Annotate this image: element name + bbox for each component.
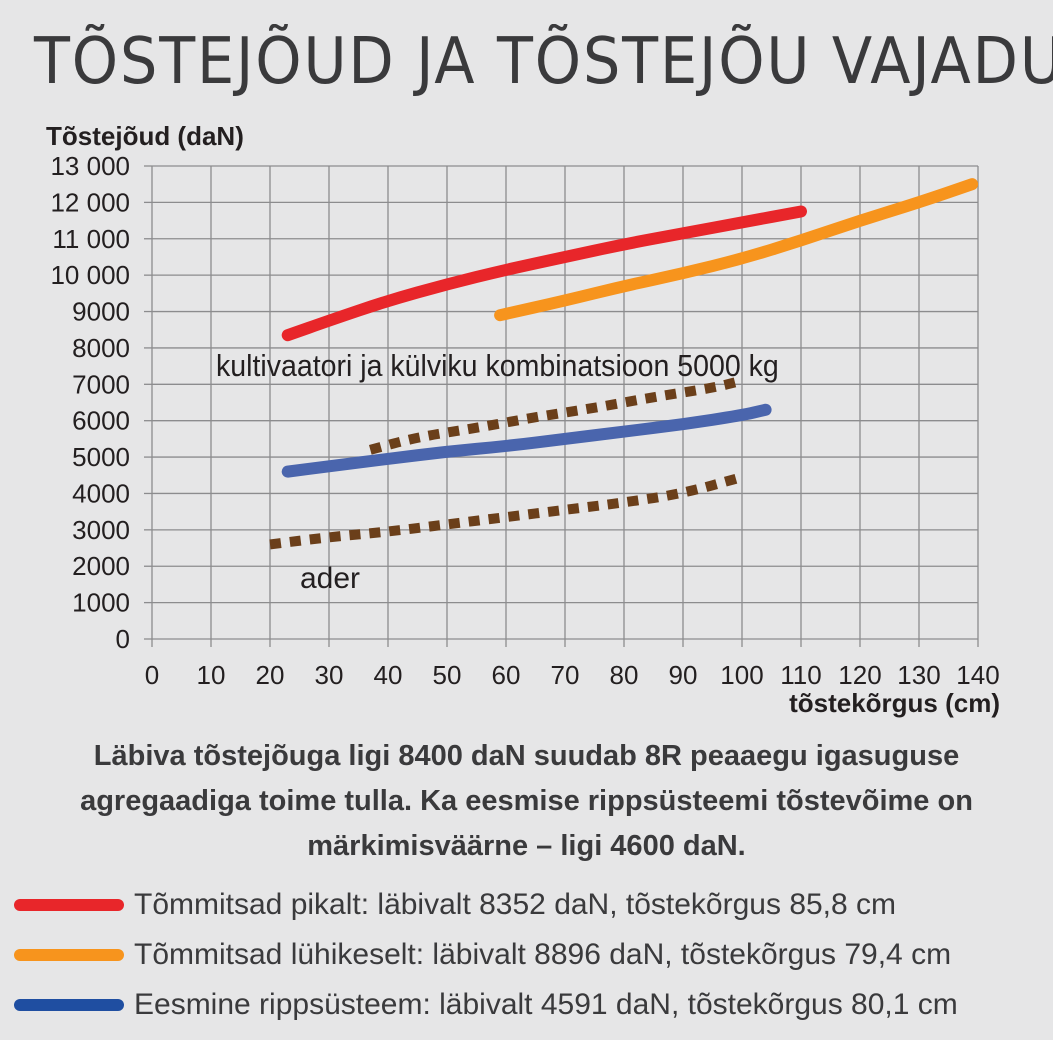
- x-tick-labels: 0 10 20 30 40 50 60 70 80 90 100 110 120 130 140: [145, 660, 1000, 690]
- x-tick-label: 30: [315, 660, 344, 690]
- y-tick-label: 5000: [72, 442, 130, 472]
- x-tick-label: 40: [374, 660, 403, 690]
- series-lines: [269, 178, 979, 550]
- annotation-plough: ader: [300, 562, 361, 595]
- x-tick-label: 130: [897, 660, 940, 690]
- legend-label: Tõmmitsad pikalt: läbivalt 8352 daN, tõs…: [134, 888, 897, 921]
- chart-caption: Läbiva tõstejõuga ligi 8400 daN suudab 8…: [80, 740, 973, 862]
- legend-item: Tõmmitsad lühikeselt: läbivalt 8896 daN,…: [14, 930, 958, 980]
- annotation-cultivator: kultivaatori ja külviku kombinatsioon 50…: [216, 348, 779, 383]
- series-line-0: [281, 205, 807, 342]
- legend-swatch: [14, 949, 124, 961]
- legend-item: Tõmmitsad pikalt: läbivalt 8352 daN, tõs…: [14, 880, 958, 930]
- series-line-4: [269, 472, 744, 550]
- legend-swatch: [14, 899, 124, 911]
- legend-item: Eesmine rippsüsteem: läbivalt 4591 daN, …: [14, 980, 958, 1030]
- x-tick-label: 70: [551, 660, 580, 690]
- legend-label: Tõmmitsad lühikeselt: läbivalt 8896 daN,…: [134, 938, 952, 971]
- y-tick-label: 0: [116, 624, 130, 654]
- x-tick-label: 90: [669, 660, 698, 690]
- x-tick-label: 100: [720, 660, 763, 690]
- x-tick-label: 20: [256, 660, 285, 690]
- x-tick-label: 60: [492, 660, 521, 690]
- y-tick-label: 2000: [72, 551, 130, 581]
- y-tick-label: 8000: [72, 333, 130, 363]
- x-tick-label: 50: [433, 660, 462, 690]
- series-line-2: [281, 403, 772, 478]
- y-tick-labels: 0 1000 2000 3000 4000 5000 6000 7000 8000 9000 10 …: [50, 151, 130, 654]
- x-tick-label: 120: [838, 660, 881, 690]
- y-tick-label: 7000: [72, 369, 130, 399]
- y-tick-label: 1000: [72, 588, 130, 618]
- y-tick-label: 9000: [72, 297, 130, 327]
- y-tick-label: 4000: [72, 478, 130, 508]
- y-tick-label: 11 000: [52, 224, 130, 254]
- chart-title: TÕSTEJÕUD JA TÕSTEJÕU VAJADUS: [34, 25, 1053, 99]
- y-tick-label: 10 000: [50, 260, 130, 290]
- x-axis-label: tõstekõrgus (cm): [789, 688, 1000, 718]
- y-tick-label: 3000: [72, 515, 130, 545]
- y-tick-label: 12 000: [50, 187, 130, 217]
- y-axis-label: Tõstejõud (daN): [46, 121, 244, 151]
- y-tick-label: 13 000: [50, 151, 130, 181]
- axes: [144, 165, 979, 647]
- series-line-1: [494, 178, 979, 322]
- legend-swatch: [14, 999, 124, 1011]
- x-tick-label: 110: [780, 660, 821, 690]
- line-chart: 0 10 20 30 40 50 60 70 80 90 100 110 120 130 140 0 1000…: [46, 121, 1000, 718]
- y-tick-label: 6000: [72, 406, 130, 436]
- legend: Tõmmitsad pikalt: läbivalt 8352 daN, tõs…: [14, 880, 958, 1030]
- x-tick-label: 0: [145, 660, 159, 690]
- x-tick-label: 10: [197, 660, 226, 690]
- x-tick-label: 80: [610, 660, 639, 690]
- x-tick-label: 140: [956, 660, 999, 690]
- grid-lines: [151, 165, 979, 640]
- legend-label: Eesmine rippsüsteem: läbivalt 4591 daN, …: [134, 988, 958, 1021]
